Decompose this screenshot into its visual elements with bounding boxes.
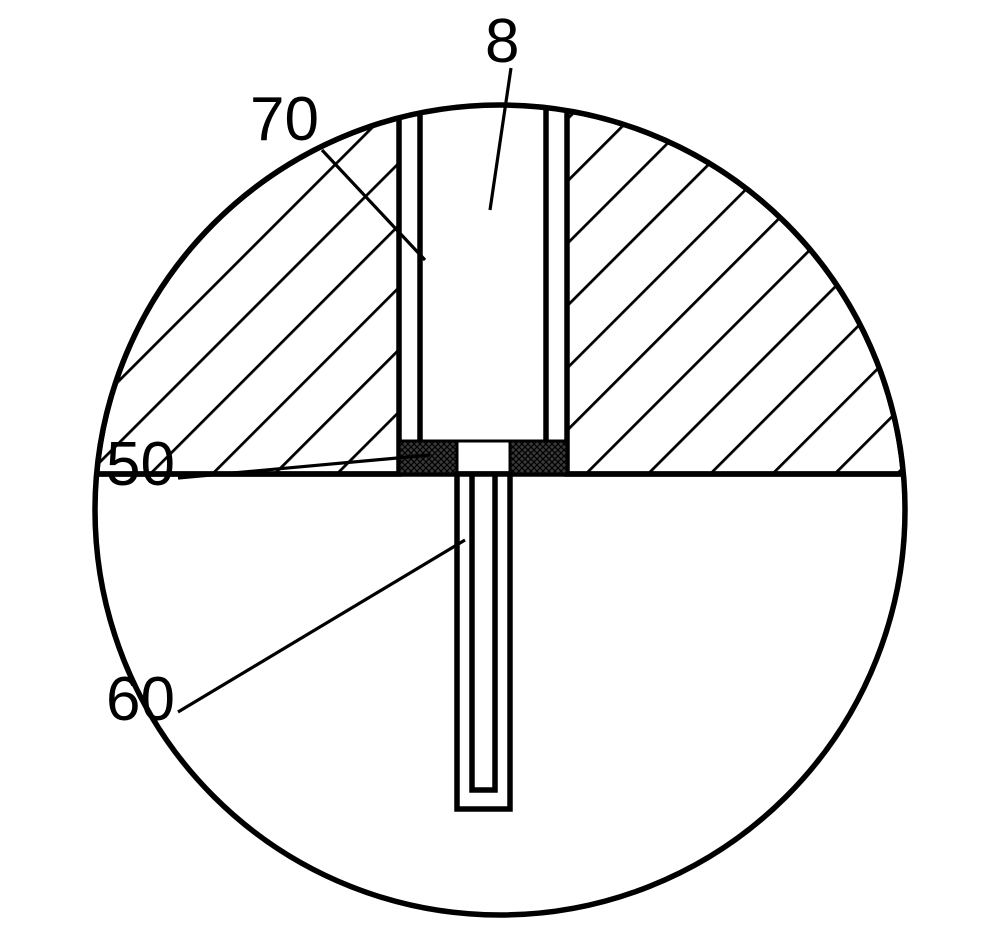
section-hatch — [97, 118, 399, 474]
leader-l60 — [178, 540, 465, 712]
label-60: 60 — [106, 665, 175, 734]
label-50: 50 — [106, 430, 175, 499]
seal-right — [510, 441, 567, 474]
label-8: 8 — [485, 7, 519, 76]
shaft-outer — [457, 474, 510, 809]
leader-l8 — [490, 68, 511, 210]
section-hatch — [567, 111, 903, 474]
label-70: 70 — [250, 85, 319, 154]
